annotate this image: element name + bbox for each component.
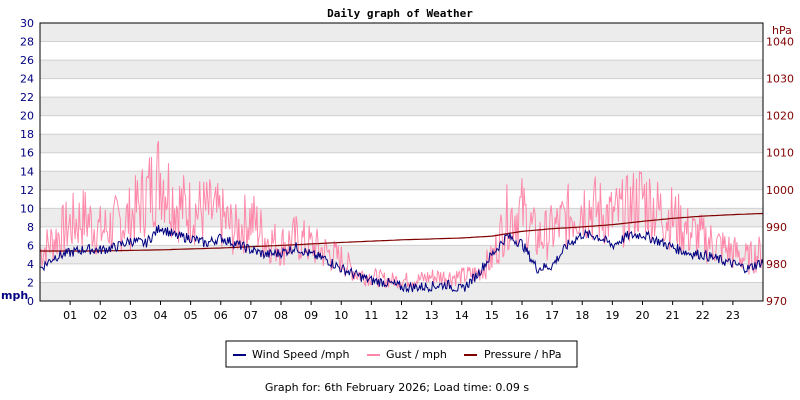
x-tick-label: 07 — [244, 309, 258, 322]
left-tick-label: 20 — [20, 110, 34, 123]
left-tick-label: 30 — [20, 17, 34, 30]
x-axis-ticks: 01 02 03 04 05 06 07 08 09 10 11 12 13 14 15 16 17 18 19 20… — [63, 301, 740, 322]
left-axis-unit: mph — [1, 289, 28, 302]
left-tick-label: 18 — [20, 128, 34, 141]
legend-box — [225, 340, 578, 368]
right-tick-label: 1040 — [766, 36, 794, 49]
x-tick-label: 23 — [726, 309, 740, 322]
x-tick-label: 09 — [304, 309, 318, 322]
x-tick-label: 08 — [274, 309, 288, 322]
x-tick-label: 14 — [455, 309, 469, 322]
x-tick-label: 01 — [63, 309, 77, 322]
x-tick-label: 16 — [515, 309, 529, 322]
left-tick-label: 14 — [20, 165, 34, 178]
left-tick-label: 28 — [20, 36, 34, 49]
legend: Wind Speed /mph Gust / mph Pressure / hP… — [225, 340, 578, 368]
right-tick-label: 970 — [766, 295, 787, 308]
left-tick-label: 4 — [27, 258, 34, 271]
series-layer — [39, 141, 764, 294]
left-tick-label: 12 — [20, 184, 34, 197]
x-tick-label: 06 — [214, 309, 228, 322]
right-axis-ticks: 970 980 990 1000 1010 1020 1030 1040 — [766, 36, 794, 308]
right-tick-label: 980 — [766, 258, 787, 271]
x-tick-label: 03 — [123, 309, 137, 322]
x-tick-label: 22 — [696, 309, 710, 322]
right-axis-unit: hPa — [772, 24, 792, 37]
x-tick-label: 12 — [395, 309, 409, 322]
left-tick-label: 8 — [27, 221, 34, 234]
left-tick-label: 2 — [27, 276, 34, 289]
x-tick-label: 20 — [636, 309, 650, 322]
x-tick-label: 04 — [154, 309, 168, 322]
x-tick-label: 17 — [545, 309, 559, 322]
left-tick-label: 22 — [20, 91, 34, 104]
x-tick-label: 13 — [425, 309, 439, 322]
legend-label-pressure: Pressure / hPa — [484, 348, 562, 361]
grid-band — [40, 97, 763, 116]
left-tick-label: 26 — [20, 54, 34, 67]
x-tick-label: 11 — [364, 309, 378, 322]
x-tick-label: 18 — [575, 309, 589, 322]
legend-label-wind: Wind Speed /mph — [252, 348, 350, 361]
left-tick-label: 0 — [27, 295, 34, 308]
right-tick-label: 1000 — [766, 184, 794, 197]
footer-status: Graph for: 6th February 2026; Load time:… — [265, 381, 530, 394]
left-tick-label: 6 — [27, 239, 34, 252]
right-tick-label: 1030 — [766, 73, 794, 86]
grid-band — [40, 23, 763, 42]
x-tick-label: 21 — [666, 309, 680, 322]
grid-band — [40, 282, 763, 301]
grid-band — [40, 134, 763, 153]
chart-title: Daily graph of Weather — [327, 7, 473, 20]
left-tick-label: 16 — [20, 147, 34, 160]
x-tick-label: 15 — [485, 309, 499, 322]
right-tick-label: 990 — [766, 221, 787, 234]
grid-band — [40, 171, 763, 190]
left-tick-label: 24 — [20, 73, 34, 86]
series-line-wind — [40, 224, 764, 294]
x-tick-label: 10 — [334, 309, 348, 322]
right-tick-label: 1020 — [766, 110, 794, 123]
legend-label-gust: Gust / mph — [386, 348, 447, 361]
grid-band — [40, 60, 763, 79]
left-tick-label: 10 — [20, 202, 34, 215]
right-tick-label: 1010 — [766, 147, 794, 160]
series-line-pressure — [40, 212, 764, 252]
grid-band — [40, 245, 763, 264]
grid-bands — [40, 23, 763, 301]
x-tick-label: 02 — [93, 309, 107, 322]
x-tick-label: 05 — [184, 309, 198, 322]
x-tick-label: 19 — [605, 309, 619, 322]
